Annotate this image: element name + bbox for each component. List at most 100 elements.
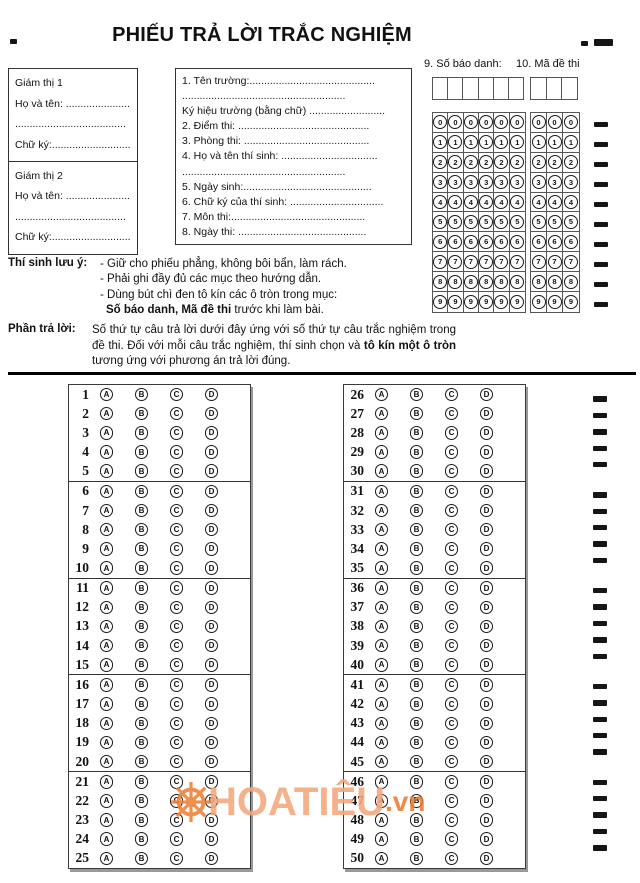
candidate-number-digit-bubble-6-col1[interactable]: 6: [433, 234, 448, 249]
exam-code-cell-3[interactable]: [562, 78, 577, 99]
answer-bubble-q19-C[interactable]: C: [169, 735, 184, 750]
answer-bubble-q24-C[interactable]: C: [169, 832, 184, 846]
answer-bubble-q17-B[interactable]: B: [134, 697, 149, 711]
candidate-number-digit-bubble-9-col2[interactable]: 9: [448, 294, 463, 309]
exam-code-digit-bubble-2-col3[interactable]: 2: [564, 155, 578, 170]
answer-bubble-q49-D[interactable]: D: [479, 832, 494, 846]
answer-bubble-q7-B[interactable]: B: [134, 503, 149, 518]
answer-bubble-q42-A[interactable]: A: [374, 697, 389, 711]
answer-bubble-q38-D[interactable]: D: [479, 619, 494, 634]
info-line-9[interactable]: 6. Chữ ký của thí sinh: ................…: [182, 195, 384, 208]
candidate-number-digit-bubble-8-col6[interactable]: 8: [510, 274, 525, 289]
answer-bubble-q41-D[interactable]: D: [479, 678, 494, 692]
answer-bubble-q23-D[interactable]: D: [204, 813, 219, 827]
answer-bubble-q18-C[interactable]: C: [169, 716, 184, 731]
candidate-number-digit-bubble-8-col4[interactable]: 8: [479, 274, 494, 289]
answer-bubble-q21-B[interactable]: B: [134, 775, 149, 789]
answer-bubble-q17-D[interactable]: D: [204, 697, 219, 711]
candidate-number-digit-bubble-5-col1[interactable]: 5: [433, 214, 448, 229]
proctor-1-name-field-line2[interactable]: ......................................: [15, 118, 126, 130]
answer-bubble-q2-A[interactable]: A: [99, 406, 114, 421]
candidate-number-digit-bubble-7-col6[interactable]: 7: [510, 254, 525, 269]
answer-bubble-q28-C[interactable]: C: [444, 426, 459, 440]
answer-bubble-q1-B[interactable]: B: [134, 387, 149, 402]
answer-bubble-q31-B[interactable]: B: [409, 484, 424, 499]
exam-code-digit-bubble-1-col1[interactable]: 1: [531, 135, 546, 150]
answer-bubble-q26-D[interactable]: D: [479, 387, 494, 402]
answer-bubble-q8-B[interactable]: B: [134, 522, 149, 537]
candidate-number-digit-bubble-3-col4[interactable]: 3: [479, 175, 494, 190]
answer-bubble-q14-A[interactable]: A: [99, 638, 114, 653]
answer-bubble-q27-A[interactable]: A: [374, 406, 389, 421]
answer-bubble-q16-A[interactable]: A: [99, 678, 114, 692]
answer-bubble-q49-C[interactable]: C: [444, 832, 459, 846]
answer-bubble-q13-B[interactable]: B: [134, 619, 149, 634]
answer-bubble-q41-C[interactable]: C: [444, 678, 459, 692]
answer-bubble-q48-D[interactable]: D: [479, 813, 494, 827]
candidate-number-digit-bubble-9-col6[interactable]: 9: [510, 294, 525, 309]
answer-bubble-q36-A[interactable]: A: [374, 581, 389, 595]
candidate-number-digit-bubble-2-col2[interactable]: 2: [448, 155, 463, 170]
exam-code-write-boxes[interactable]: [530, 77, 578, 100]
exam-code-digit-bubble-8-col2[interactable]: 8: [547, 274, 562, 289]
answer-bubble-q38-B[interactable]: B: [409, 619, 424, 634]
proctor-2-name-field[interactable]: Họ và tên: ..........................: [15, 190, 131, 202]
answer-bubble-q50-B[interactable]: B: [409, 851, 424, 866]
candidate-number-digit-bubble-7-col5[interactable]: 7: [494, 254, 509, 269]
candidate-number-digit-bubble-5-col4[interactable]: 5: [479, 214, 494, 229]
answer-bubble-q46-A[interactable]: A: [374, 775, 389, 789]
answer-bubble-q33-A[interactable]: A: [374, 522, 389, 537]
candidate-number-digit-bubble-4-col5[interactable]: 4: [494, 195, 509, 209]
answer-bubble-q33-C[interactable]: C: [444, 522, 459, 537]
answer-bubble-q29-A[interactable]: A: [374, 445, 389, 459]
candidate-number-digit-bubble-1-col3[interactable]: 1: [463, 135, 478, 150]
candidate-number-digit-bubble-6-col3[interactable]: 6: [463, 234, 478, 249]
info-line-11[interactable]: 8. Ngày thi: ...........................…: [182, 225, 367, 238]
answer-bubble-q25-A[interactable]: A: [99, 851, 114, 866]
candidate-number-digit-bubble-0-col4[interactable]: 0: [479, 115, 494, 130]
candidate-number-digit-bubble-5-col2[interactable]: 5: [448, 214, 463, 229]
answer-bubble-q32-B[interactable]: B: [409, 503, 424, 518]
answer-bubble-q44-C[interactable]: C: [444, 735, 459, 750]
info-line-7[interactable]: ........................................…: [182, 165, 346, 178]
answer-bubble-q41-B[interactable]: B: [409, 678, 424, 692]
answer-bubble-q10-B[interactable]: B: [134, 561, 149, 575]
answer-bubble-q49-A[interactable]: A: [374, 832, 389, 846]
answer-bubble-q2-D[interactable]: D: [204, 406, 219, 421]
exam-code-digit-bubble-4-col3[interactable]: 4: [564, 195, 578, 209]
answer-bubble-q4-B[interactable]: B: [134, 445, 149, 459]
answer-bubble-q3-A[interactable]: A: [99, 426, 114, 440]
exam-code-digit-bubble-5-col1[interactable]: 5: [531, 214, 546, 229]
answer-bubble-q26-A[interactable]: A: [374, 387, 389, 402]
answer-bubble-q5-A[interactable]: A: [99, 464, 114, 478]
answer-bubble-q18-B[interactable]: B: [134, 716, 149, 731]
candidate-number-digit-bubble-4-col3[interactable]: 4: [463, 195, 478, 209]
candidate-number-digit-bubble-2-col3[interactable]: 2: [463, 155, 478, 170]
candidate-number-cell-3[interactable]: [463, 78, 479, 99]
answer-bubble-q17-C[interactable]: C: [169, 697, 184, 711]
answer-bubble-q23-C[interactable]: C: [169, 813, 184, 827]
answer-bubble-q27-D[interactable]: D: [479, 406, 494, 421]
answer-bubble-q48-C[interactable]: C: [444, 813, 459, 827]
exam-code-digit-bubble-7-col1[interactable]: 7: [531, 254, 546, 269]
candidate-number-digit-bubble-4-col2[interactable]: 4: [448, 195, 463, 209]
candidate-number-digit-bubble-6-col5[interactable]: 6: [494, 234, 509, 249]
exam-code-digit-bubble-6-col1[interactable]: 6: [531, 234, 546, 249]
answer-bubble-q32-D[interactable]: D: [479, 503, 494, 518]
candidate-number-digit-bubble-0-col3[interactable]: 0: [463, 115, 478, 130]
answer-bubble-q7-C[interactable]: C: [169, 503, 184, 518]
candidate-number-digit-bubble-4-col4[interactable]: 4: [479, 195, 494, 209]
exam-code-cell-1[interactable]: [531, 78, 547, 99]
exam-code-digit-bubble-4-col2[interactable]: 4: [547, 195, 562, 209]
answer-bubble-q15-C[interactable]: C: [169, 658, 184, 672]
answer-bubble-q34-B[interactable]: B: [409, 542, 424, 556]
exam-code-cell-2[interactable]: [547, 78, 563, 99]
answer-bubble-q35-D[interactable]: D: [479, 561, 494, 575]
answer-bubble-q12-D[interactable]: D: [204, 600, 219, 615]
candidate-number-digit-bubble-8-col5[interactable]: 8: [494, 274, 509, 289]
answer-bubble-q45-D[interactable]: D: [479, 754, 494, 769]
candidate-number-cell-4[interactable]: [479, 78, 494, 99]
answer-bubble-q29-B[interactable]: B: [409, 445, 424, 459]
candidate-number-digit-bubble-0-col1[interactable]: 0: [433, 115, 448, 130]
answer-bubble-q1-D[interactable]: D: [204, 387, 219, 402]
